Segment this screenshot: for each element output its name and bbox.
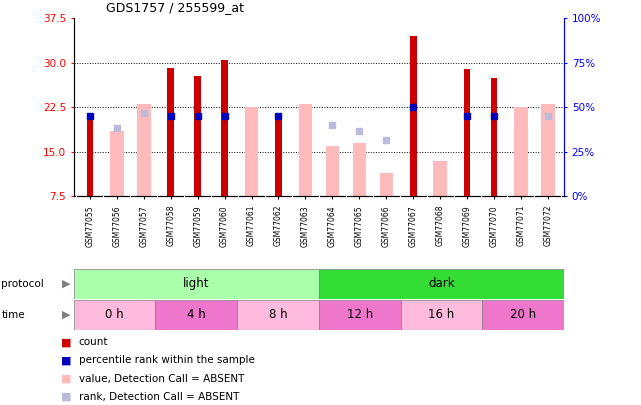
- Text: percentile rank within the sample: percentile rank within the sample: [79, 356, 254, 365]
- Bar: [245, 107, 258, 196]
- Text: 0 h: 0 h: [105, 308, 124, 322]
- Text: GSM77064: GSM77064: [328, 205, 337, 247]
- Text: rank, Detection Call = ABSENT: rank, Detection Call = ABSENT: [79, 392, 239, 402]
- Text: light: light: [183, 277, 210, 290]
- Text: GSM77055: GSM77055: [85, 205, 94, 247]
- Text: GSM77070: GSM77070: [490, 205, 499, 247]
- Text: 8 h: 8 h: [269, 308, 287, 322]
- Text: count: count: [79, 337, 108, 347]
- Text: GSM77068: GSM77068: [436, 205, 445, 246]
- Text: GSM77071: GSM77071: [517, 205, 526, 246]
- Bar: [319, 300, 401, 330]
- Bar: [237, 300, 319, 330]
- Text: ■: ■: [61, 356, 71, 365]
- Text: dark: dark: [428, 277, 455, 290]
- Bar: [275, 113, 282, 196]
- Text: 20 h: 20 h: [510, 308, 537, 322]
- Text: GSM77065: GSM77065: [355, 205, 364, 247]
- Text: value, Detection Call = ABSENT: value, Detection Call = ABSENT: [79, 374, 244, 384]
- Text: time: time: [1, 310, 25, 320]
- Text: 12 h: 12 h: [347, 308, 373, 322]
- Bar: [433, 161, 447, 196]
- Bar: [299, 104, 312, 196]
- Bar: [401, 300, 482, 330]
- Text: GSM77072: GSM77072: [544, 205, 553, 246]
- Text: GSM77061: GSM77061: [247, 205, 256, 246]
- Text: protocol: protocol: [1, 279, 44, 289]
- Bar: [482, 300, 564, 330]
- Text: GSM77060: GSM77060: [220, 205, 229, 247]
- Text: GSM77069: GSM77069: [463, 205, 472, 247]
- Bar: [490, 78, 497, 196]
- Text: ▶: ▶: [62, 279, 71, 289]
- Text: 4 h: 4 h: [187, 308, 206, 322]
- Bar: [74, 269, 319, 299]
- Bar: [221, 60, 228, 196]
- Text: ▶: ▶: [62, 310, 71, 320]
- Text: GSM77059: GSM77059: [193, 205, 202, 247]
- Bar: [353, 143, 366, 196]
- Bar: [87, 113, 93, 196]
- Bar: [137, 104, 151, 196]
- Text: GSM77062: GSM77062: [274, 205, 283, 246]
- Text: GDS1757 / 255599_at: GDS1757 / 255599_at: [106, 1, 244, 14]
- Text: ■: ■: [61, 374, 71, 384]
- Bar: [410, 36, 417, 196]
- Bar: [326, 146, 339, 196]
- Bar: [74, 300, 155, 330]
- Text: ■: ■: [61, 392, 71, 402]
- Text: GSM77063: GSM77063: [301, 205, 310, 247]
- Text: GSM77066: GSM77066: [382, 205, 391, 247]
- Bar: [110, 131, 124, 196]
- Bar: [514, 107, 528, 196]
- Text: GSM77056: GSM77056: [112, 205, 121, 247]
- Text: 16 h: 16 h: [428, 308, 454, 322]
- Bar: [167, 68, 174, 196]
- Bar: [194, 77, 201, 196]
- Text: GSM77067: GSM77067: [409, 205, 418, 247]
- Bar: [463, 69, 470, 196]
- Text: GSM77057: GSM77057: [139, 205, 148, 247]
- Bar: [379, 173, 393, 196]
- Text: ■: ■: [61, 337, 71, 347]
- Bar: [319, 269, 564, 299]
- Bar: [155, 300, 237, 330]
- Bar: [541, 104, 554, 196]
- Text: GSM77058: GSM77058: [166, 205, 175, 246]
